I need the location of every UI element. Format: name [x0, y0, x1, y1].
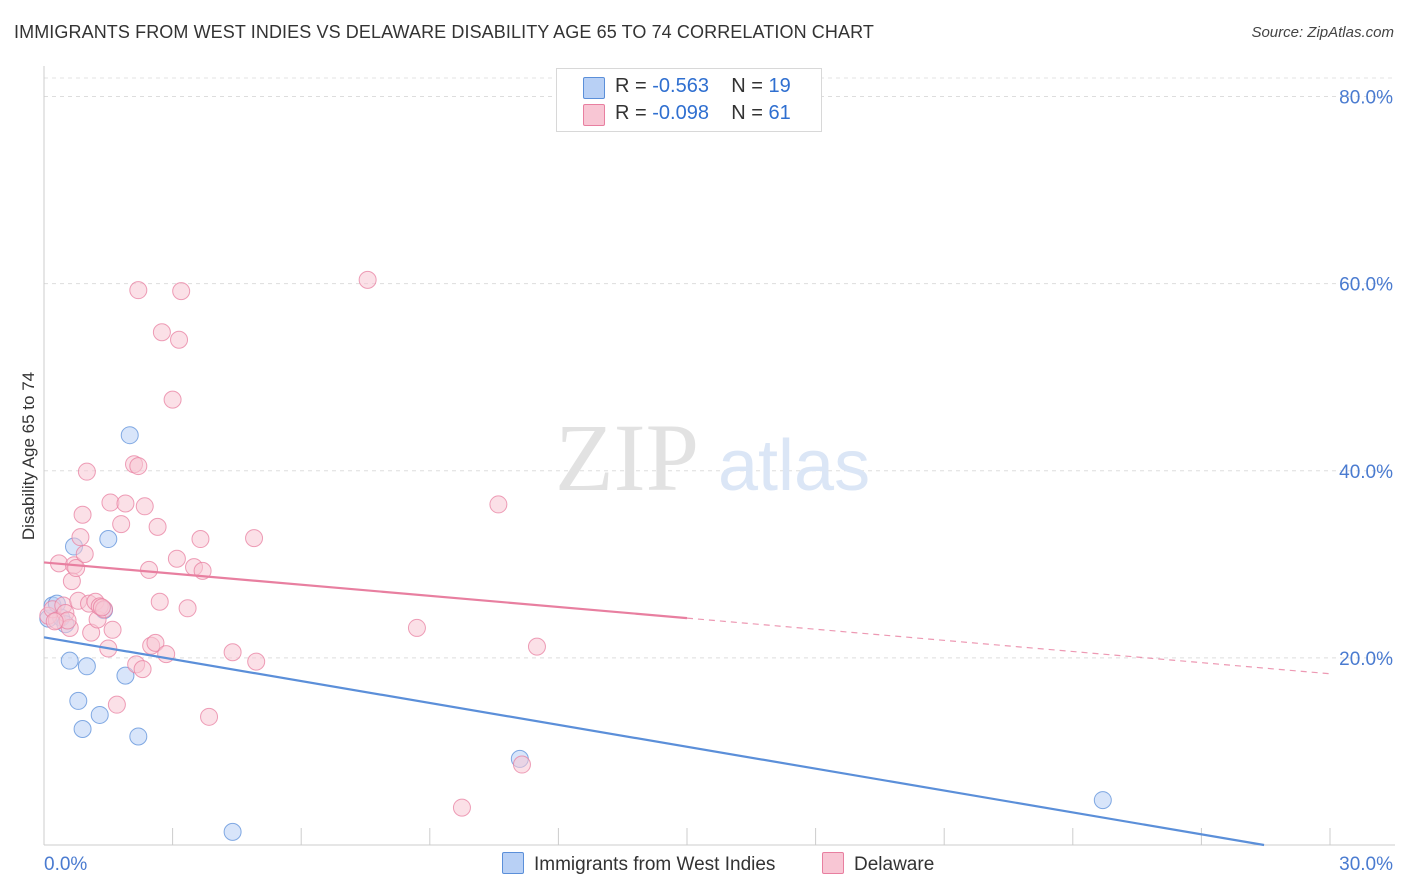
- point-west-indies: [69, 691, 88, 710]
- point-delaware: [148, 517, 167, 536]
- legend-item-delaware[interactable]: Delaware: [822, 852, 934, 876]
- point-delaware: [112, 515, 131, 534]
- x-tick-label: 30.0%: [1339, 854, 1393, 875]
- legend-swatch-delaware: [822, 852, 844, 874]
- r-label: R =: [615, 75, 647, 97]
- r-value: -0.563: [652, 75, 709, 97]
- n-label: N =: [731, 102, 763, 124]
- point-delaware: [129, 457, 148, 476]
- point-delaware: [452, 798, 471, 817]
- point-delaware: [407, 618, 426, 637]
- point-delaware: [75, 545, 94, 564]
- tick-labels: 20.0% 40.0% 60.0% 80.0% 0.0% 30.0%: [44, 88, 1393, 876]
- point-west-indies: [129, 727, 148, 746]
- point-delaware: [101, 493, 120, 512]
- n-value: 61: [768, 102, 791, 124]
- r-value: -0.098: [652, 102, 709, 124]
- n-value: 19: [768, 75, 791, 97]
- point-delaware: [107, 695, 126, 714]
- y-tick-label: 80.0%: [1339, 88, 1393, 109]
- watermark-zip: ZIP: [555, 404, 699, 511]
- point-west-indies: [1093, 791, 1112, 810]
- source-credit: Source: ZipAtlas.com: [1251, 24, 1394, 41]
- point-delaware: [135, 497, 154, 516]
- point-delaware: [133, 660, 152, 679]
- point-delaware: [170, 330, 189, 349]
- chart-title: IMMIGRANTS FROM WEST INDIES VS DELAWARE …: [14, 22, 874, 42]
- point-west-indies: [60, 651, 79, 670]
- point-west-indies: [90, 705, 109, 724]
- point-delaware: [200, 707, 219, 726]
- legend-swatch-west-indies: [502, 852, 524, 874]
- point-delaware: [71, 528, 90, 547]
- point-delaware: [103, 620, 122, 639]
- point-delaware: [92, 598, 111, 617]
- point-west-indies: [99, 530, 118, 549]
- data-points: [39, 270, 1112, 841]
- point-west-indies: [77, 657, 96, 676]
- x-tick-label: 0.0%: [44, 854, 87, 875]
- legend-swatch-west-indies: [583, 77, 605, 99]
- point-delaware: [152, 323, 171, 342]
- trend-line-delaware-dashed: [686, 617, 1331, 675]
- point-delaware: [527, 637, 546, 656]
- point-delaware: [178, 599, 197, 618]
- point-delaware: [150, 592, 169, 611]
- legend-item-west-indies[interactable]: Immigrants from West Indies: [502, 852, 775, 876]
- point-delaware: [73, 505, 92, 524]
- point-west-indies: [73, 719, 92, 738]
- point-delaware: [45, 612, 64, 631]
- n-label: N =: [731, 75, 763, 97]
- legend-swatch-delaware: [583, 104, 605, 126]
- y-tick-label: 40.0%: [1339, 462, 1393, 483]
- point-delaware: [245, 529, 264, 548]
- trend-line-west-indies: [43, 636, 1265, 847]
- gridlines: [44, 77, 1395, 659]
- point-west-indies: [223, 822, 242, 841]
- y-tick-label: 60.0%: [1339, 275, 1393, 296]
- watermark-atlas: atlas: [718, 426, 870, 506]
- point-delaware: [116, 494, 135, 513]
- point-delaware: [247, 652, 266, 671]
- point-delaware: [191, 530, 210, 549]
- point-west-indies: [120, 426, 139, 445]
- legend-label-delaware: Delaware: [854, 854, 935, 875]
- point-delaware: [358, 270, 377, 289]
- point-delaware: [77, 462, 96, 481]
- r-label: R =: [615, 102, 647, 124]
- point-delaware: [167, 549, 186, 568]
- point-delaware: [172, 282, 191, 301]
- trend-lines: [43, 561, 1331, 847]
- point-west-indies: [116, 666, 135, 685]
- point-delaware: [223, 643, 242, 662]
- point-delaware: [163, 390, 182, 409]
- stats-legend: R = -0.563 N = 19 R = -0.098 N = 61: [556, 68, 822, 132]
- point-delaware: [129, 281, 148, 300]
- point-delaware: [489, 495, 508, 514]
- legend-label-west-indies: Immigrants from West Indies: [534, 854, 776, 875]
- axes: [43, 66, 1395, 846]
- point-delaware: [512, 755, 531, 774]
- trend-line-delaware: [43, 561, 688, 620]
- y-tick-label: 20.0%: [1339, 649, 1393, 670]
- point-delaware: [146, 633, 165, 652]
- y-axis-label: Disability Age 65 to 74: [19, 372, 38, 540]
